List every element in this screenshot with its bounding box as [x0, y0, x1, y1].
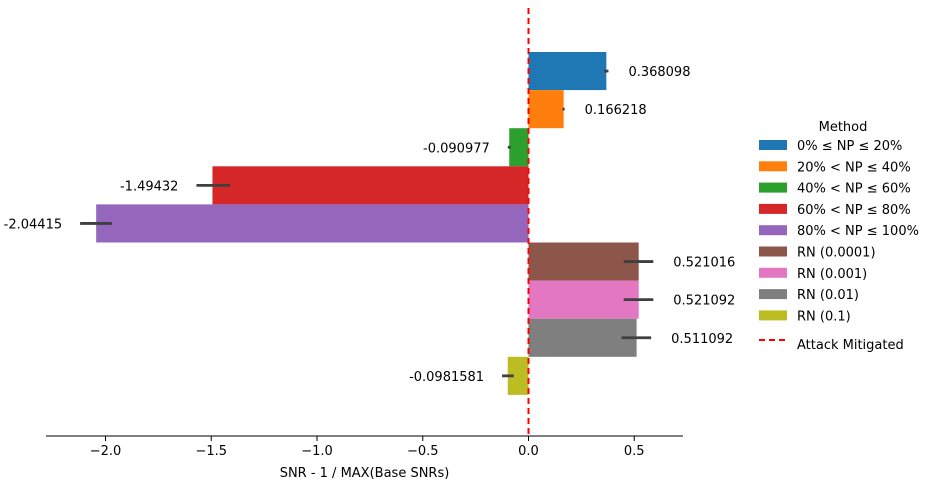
bar-8: [528, 318, 637, 357]
legend-label-attack-mitigated: Attack Mitigated: [797, 338, 904, 353]
bar-7: [528, 280, 639, 319]
value-labels-group: 0.368098 0.166218 -0.090977 -1.49432 -2.0441…: [4, 65, 736, 385]
legend-swatch-7: [759, 267, 787, 278]
value-label-4: -1.49432: [120, 179, 178, 194]
legend-label-6: RN (0.0001): [797, 246, 876, 261]
legend-label-9: RN (0.1): [797, 309, 851, 324]
bar-5: [96, 204, 529, 243]
error-bars-group: [80, 69, 654, 378]
legend-label-3: 40% < NP ≤ 60%: [797, 182, 911, 197]
legend-swatch-5: [759, 225, 787, 236]
legend: Method 0% ≤ NP ≤ 20% 20% < NP ≤ 40% 40% < …: [759, 120, 919, 353]
value-label-6: 0.521016: [673, 256, 735, 271]
value-label-1: 0.368098: [628, 65, 690, 80]
bar-1: [528, 52, 607, 91]
x-tick-label: −1.5: [195, 444, 227, 459]
legend-label-5: 80% < NP ≤ 100%: [797, 224, 919, 239]
value-label-7: 0.521092: [673, 294, 735, 309]
x-ticks-group: −2.0 −1.5 −1.0 −0.5 0.0 0.5: [90, 436, 645, 459]
bar-3: [509, 128, 529, 167]
bars-group: [96, 52, 639, 395]
x-tick-label: 0.0: [518, 444, 539, 459]
legend-label-8: RN (0.01): [797, 288, 859, 303]
legend-label-4: 60% < NP ≤ 80%: [797, 203, 911, 218]
legend-swatch-6: [759, 246, 787, 257]
value-label-8: 0.511092: [671, 332, 733, 347]
legend-label-2: 20% < NP ≤ 40%: [797, 160, 911, 175]
bar-9: [507, 356, 529, 395]
value-label-9: -0.0981581: [409, 370, 484, 385]
legend-label-1: 0% ≤ NP ≤ 20%: [797, 139, 902, 154]
legend-swatch-2: [759, 161, 787, 172]
legend-swatch-8: [759, 289, 787, 300]
legend-swatch-9: [759, 310, 787, 321]
bar-2: [528, 90, 564, 129]
bar-4: [212, 166, 529, 205]
legend-label-7: RN (0.001): [797, 267, 867, 282]
x-tick-label: 0.5: [624, 444, 645, 459]
value-label-5: -2.04415: [4, 217, 62, 232]
bar-6: [528, 242, 639, 281]
x-tick-label: −1.0: [301, 444, 333, 459]
legend-swatch-1: [759, 140, 787, 150]
value-label-2: 0.166218: [585, 103, 647, 118]
legend-title: Method: [819, 120, 868, 135]
legend-swatch-3: [759, 182, 787, 193]
x-tick-label: −0.5: [407, 444, 439, 459]
x-axis-label: SNR - 1 / MAX(Base SNRs): [280, 466, 450, 481]
legend-swatch-4: [759, 203, 787, 214]
x-tick-label: −2.0: [90, 444, 122, 459]
value-label-3: -0.090977: [423, 141, 490, 156]
